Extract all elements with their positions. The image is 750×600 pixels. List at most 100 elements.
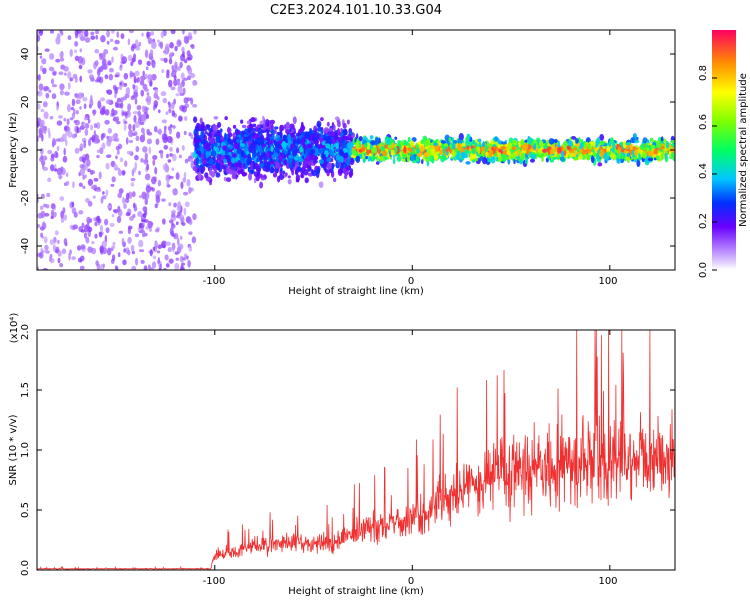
heatmap-cell bbox=[253, 171, 259, 177]
heatmap-cell bbox=[50, 209, 55, 218]
heatmap-cell bbox=[161, 133, 166, 141]
heatmap-cell bbox=[173, 79, 178, 87]
heatmap-cell bbox=[146, 138, 153, 145]
heatmap-cell bbox=[306, 148, 311, 153]
heatmap-cell bbox=[74, 147, 80, 154]
heatmap-cell bbox=[661, 152, 664, 160]
heatmap-cell bbox=[512, 139, 517, 144]
heatmap-cell bbox=[332, 177, 337, 183]
heatmap-cell bbox=[125, 212, 131, 217]
heatmap-cell bbox=[172, 188, 178, 196]
heatmap-cell bbox=[57, 239, 60, 245]
heatmap-cell bbox=[501, 154, 507, 163]
heatmap-cell bbox=[320, 117, 324, 122]
heatmap-cell bbox=[393, 146, 398, 154]
snr-xtick-label: -100 bbox=[203, 576, 226, 587]
heatmap-cell bbox=[76, 245, 82, 251]
spectrogram-ticks bbox=[37, 30, 675, 270]
heatmap-cell bbox=[168, 126, 172, 135]
heatmap-cell bbox=[63, 117, 67, 122]
heatmap-cell bbox=[321, 163, 327, 168]
heatmap-cell bbox=[96, 154, 100, 159]
heatmap-cell bbox=[240, 119, 244, 124]
heatmap-cell bbox=[231, 174, 237, 180]
heatmap-cell bbox=[179, 266, 185, 270]
heatmap-cell bbox=[274, 162, 280, 169]
colorbar-tick-label: 0.2 bbox=[698, 213, 709, 229]
heatmap-cell bbox=[232, 138, 238, 144]
heatmap-cell bbox=[134, 97, 138, 105]
heatmap-cell bbox=[439, 149, 443, 155]
heatmap-cell bbox=[253, 133, 259, 139]
heatmap-cell bbox=[538, 140, 544, 148]
heatmap-cell bbox=[163, 144, 169, 150]
heatmap-cell bbox=[442, 157, 447, 161]
heatmap-cell bbox=[572, 152, 577, 158]
heatmap-cell bbox=[553, 138, 558, 144]
heatmap-cell bbox=[170, 86, 176, 91]
heatmap-cell bbox=[65, 130, 69, 136]
heatmap-cell bbox=[166, 135, 173, 144]
heatmap-cell bbox=[261, 143, 267, 148]
heatmap-cell bbox=[292, 149, 298, 157]
heatmap-cell bbox=[239, 157, 246, 164]
heatmap-cell bbox=[375, 161, 380, 165]
heatmap-cell bbox=[135, 39, 139, 45]
heatmap-cell bbox=[323, 157, 327, 166]
heatmap-cell bbox=[157, 179, 162, 187]
heatmap-cell bbox=[342, 167, 347, 174]
heatmap-cell bbox=[371, 147, 377, 154]
heatmap-cell bbox=[600, 140, 605, 146]
heatmap-cell bbox=[37, 74, 41, 81]
heatmap-cell bbox=[37, 103, 41, 110]
heatmap-cell bbox=[79, 163, 85, 169]
heatmap-cell bbox=[278, 163, 284, 168]
heatmap-cell bbox=[247, 167, 251, 173]
heatmap-cell bbox=[81, 121, 84, 126]
heatmap-cell bbox=[197, 172, 202, 180]
heatmap-cell bbox=[177, 66, 181, 71]
heatmap-cell bbox=[287, 133, 291, 142]
heatmap-cell bbox=[149, 227, 153, 232]
heatmap-cell bbox=[89, 98, 94, 107]
heatmap-cell bbox=[79, 125, 85, 130]
heatmap-cell bbox=[123, 203, 127, 210]
heatmap-cell bbox=[84, 153, 90, 161]
heatmap-cell bbox=[526, 149, 530, 155]
heatmap-cell bbox=[40, 232, 44, 238]
heatmap-cell bbox=[105, 227, 110, 234]
heatmap-cell bbox=[531, 154, 536, 160]
heatmap-cell bbox=[490, 157, 496, 164]
heatmap-cell bbox=[40, 205, 44, 211]
heatmap-cell bbox=[480, 146, 486, 151]
heatmap-cell bbox=[166, 153, 169, 159]
heatmap-cell bbox=[140, 219, 147, 223]
heatmap-cell bbox=[366, 142, 371, 150]
heatmap-cell bbox=[520, 152, 526, 161]
heatmap-cell bbox=[270, 145, 274, 152]
heatmap-cell bbox=[191, 103, 198, 108]
colorbar-tick-label: 0.6 bbox=[698, 114, 709, 130]
heatmap-cell bbox=[196, 138, 200, 145]
heatmap-cell bbox=[456, 151, 461, 156]
heatmap-cell bbox=[115, 145, 120, 151]
heatmap-cell bbox=[95, 188, 102, 193]
heatmap-cell bbox=[63, 66, 69, 72]
heatmap-cell bbox=[477, 146, 481, 155]
heatmap-cell bbox=[164, 43, 170, 51]
heatmap-cell bbox=[84, 37, 91, 43]
heatmap-cell bbox=[403, 146, 407, 154]
heatmap-cell bbox=[129, 70, 133, 77]
heatmap-cell bbox=[90, 94, 93, 102]
heatmap-cell bbox=[154, 88, 159, 93]
heatmap-cell bbox=[151, 73, 157, 81]
heatmap-cell bbox=[87, 200, 93, 207]
heatmap-cell bbox=[108, 73, 114, 81]
heatmap-cell bbox=[115, 266, 119, 270]
heatmap-cell bbox=[346, 119, 350, 125]
heatmap-cell bbox=[186, 255, 189, 260]
heatmap-cell bbox=[448, 137, 452, 142]
heatmap-cell bbox=[43, 236, 48, 244]
heatmap-cell bbox=[215, 159, 219, 164]
heatmap-cell bbox=[183, 97, 189, 104]
